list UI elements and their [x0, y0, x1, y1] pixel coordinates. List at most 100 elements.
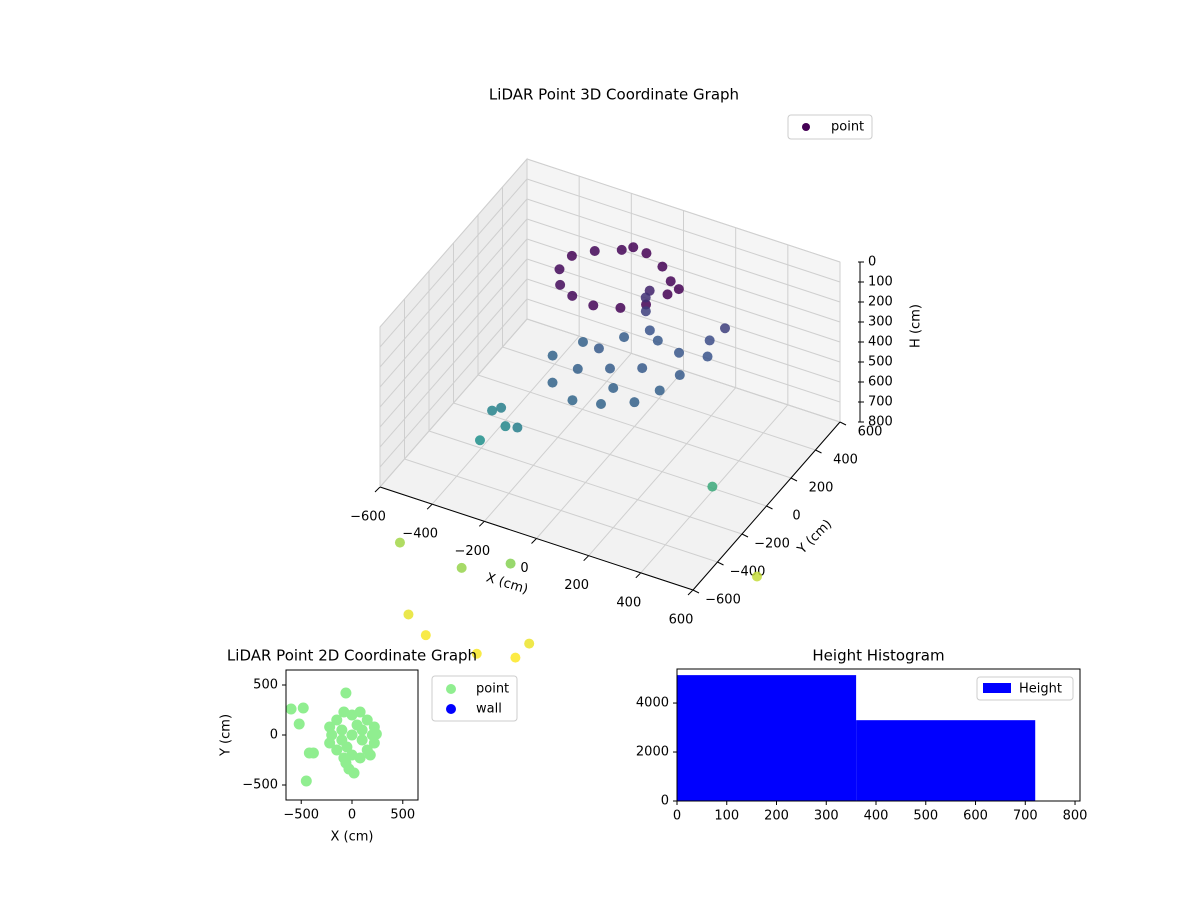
point: [641, 248, 652, 259]
y-tick-label: 500: [253, 678, 278, 693]
point: [512, 422, 523, 433]
grid-line: [428, 430, 743, 535]
point: [354, 706, 366, 718]
z-tick-label: 300: [868, 315, 893, 330]
y-tick-label: 0: [792, 509, 800, 524]
legend-box: [787, 114, 873, 140]
y-tick: [741, 533, 749, 538]
point: [474, 435, 485, 446]
point: [348, 767, 360, 779]
point: [673, 284, 684, 295]
grid-line: [526, 318, 841, 423]
point: [346, 729, 358, 741]
grid-line: [379, 218, 528, 388]
point: [456, 562, 467, 573]
x-axis: [379, 486, 694, 591]
bar: [677, 675, 857, 801]
point: [567, 395, 578, 406]
y-tick-label: −600: [705, 593, 741, 608]
point: [368, 737, 380, 749]
x-tick-label: 200: [764, 809, 789, 824]
grid-line: [379, 318, 528, 488]
z-tick-label: 0: [868, 255, 876, 270]
point: [487, 405, 498, 416]
x-axis-label: X (cm): [331, 830, 374, 845]
point: [500, 421, 511, 432]
point: [356, 734, 368, 746]
y-tick-label: 0: [270, 728, 278, 743]
z-tick-label: 400: [868, 335, 893, 350]
point: [628, 242, 639, 253]
point: [707, 481, 718, 492]
point: [704, 335, 715, 346]
point: [370, 728, 382, 740]
point: [394, 537, 405, 548]
y-tick-label: −200: [754, 537, 790, 552]
x-tick: [426, 503, 433, 510]
x-tick-label: 100: [714, 809, 739, 824]
legend-marker: [446, 704, 456, 714]
point: [652, 335, 663, 346]
point: [496, 402, 507, 413]
y-tick-label: 0: [661, 794, 669, 809]
point: [720, 323, 730, 334]
plot-frame: [676, 668, 1081, 802]
x-tick-label: 400: [864, 809, 889, 824]
point: [654, 385, 665, 396]
y-tick-label: −500: [242, 778, 278, 793]
point: [702, 351, 713, 362]
grid-line: [379, 158, 528, 328]
grid-line: [477, 374, 792, 479]
point: [605, 363, 615, 374]
y-tick-label: 4000: [636, 696, 669, 711]
legend-marker: [983, 683, 1011, 693]
y-tick: [692, 589, 700, 594]
x-tick: [583, 555, 590, 562]
point: [644, 325, 655, 336]
y-tick: [839, 421, 847, 426]
point: [752, 571, 763, 582]
point: [629, 397, 640, 408]
x-tick: [478, 520, 485, 527]
y-tick-label: 200: [809, 481, 834, 496]
point: [619, 332, 630, 343]
point: [640, 306, 651, 317]
point: [331, 744, 343, 756]
x-tick-label: −400: [402, 527, 438, 542]
grid-line: [379, 258, 528, 428]
x-tick-label: 0: [348, 808, 356, 823]
y-axis: [692, 421, 841, 591]
point: [307, 747, 319, 759]
x-tick: [531, 538, 537, 544]
point: [524, 638, 535, 649]
point: [420, 630, 431, 641]
point: [657, 261, 668, 272]
point: [588, 300, 599, 311]
point: [589, 245, 600, 256]
legend-marker: [802, 123, 810, 131]
point: [547, 350, 558, 361]
point: [331, 714, 343, 726]
point: [300, 775, 312, 787]
x-tick-label: −500: [283, 808, 319, 823]
y-tick: [790, 477, 798, 482]
point: [608, 382, 619, 393]
point: [403, 609, 414, 620]
point: [567, 290, 578, 301]
point: [577, 336, 588, 347]
point: [361, 714, 373, 726]
y-tick-label: 2000: [636, 745, 669, 760]
legend-label: wall: [476, 702, 502, 717]
grid-line: [404, 458, 718, 563]
grid-line: [379, 238, 528, 408]
point: [324, 721, 336, 733]
chart-title: LiDAR Point 2D Coordinate Graph: [227, 647, 477, 665]
point: [555, 279, 566, 290]
point: [471, 648, 482, 659]
chart-title: Height Histogram: [812, 647, 944, 665]
y-tick: [815, 449, 822, 454]
point: [505, 558, 516, 569]
grid-line: [379, 178, 528, 348]
x-tick-label: 800: [1063, 809, 1088, 824]
legend-box: [976, 676, 1074, 701]
